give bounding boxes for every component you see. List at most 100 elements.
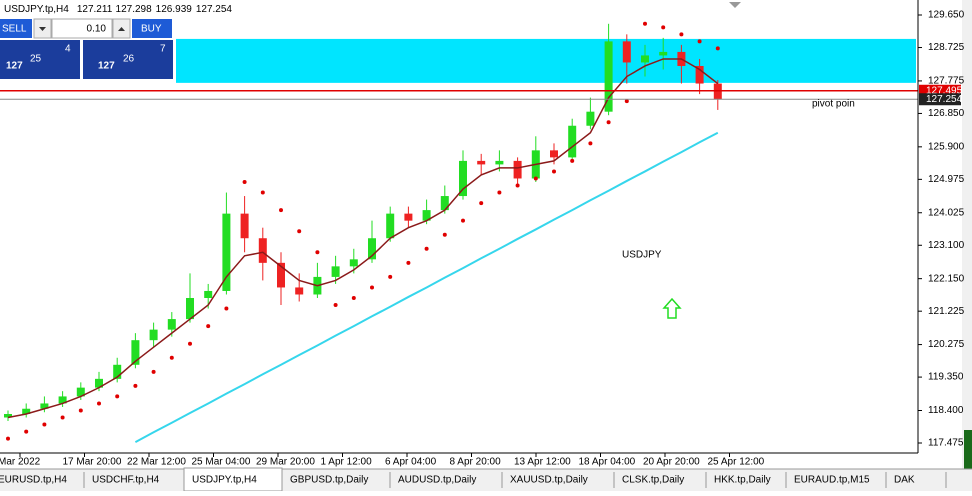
symbol-note: USDJPY	[622, 250, 662, 261]
candle-body	[240, 213, 249, 239]
price-mid: 25	[30, 54, 42, 65]
sar-dot	[606, 120, 611, 125]
x-tick-label: 8 Apr 20:00	[450, 457, 502, 468]
y-tick-label: 129.650	[928, 10, 965, 21]
sar-dot	[442, 232, 447, 237]
tab-label[interactable]: AUDUSD.tp,Daily	[398, 475, 476, 486]
symbol-info: USDJPY.tp,H4 127.211 127.298 126.939 127.254	[4, 4, 232, 15]
up-arrow-icon	[662, 297, 682, 319]
sar-dot	[552, 169, 556, 174]
candle-body	[695, 65, 704, 84]
candle-body	[58, 396, 67, 404]
sar-dot	[461, 218, 465, 223]
y-tick-label: 126.850	[928, 108, 965, 119]
candle-body	[40, 403, 49, 409]
fast-ma	[7, 58, 719, 419]
tab-label[interactable]: DAK	[894, 475, 915, 486]
candle-body	[641, 55, 649, 63]
sar-dot	[78, 408, 83, 413]
pivot-note: pivot poin	[812, 99, 855, 110]
sar-dot	[370, 285, 374, 290]
sell-price-box[interactable]	[0, 40, 80, 79]
tab-label[interactable]: GBPUSD.tp,Daily	[290, 475, 368, 486]
sar-dot	[315, 250, 320, 255]
candle-body	[550, 150, 558, 158]
candle-body	[258, 238, 267, 263]
candle-body	[4, 414, 12, 418]
x-tick-label: Mar 2022	[0, 457, 41, 468]
tab-label[interactable]: HKK.tp,Daily	[714, 475, 771, 486]
tab-label[interactable]: USDJPY.tp,H4	[192, 475, 257, 486]
y-tick-label: 127.775	[928, 76, 965, 87]
y-tick-label: 123.100	[928, 240, 965, 251]
candle-body	[295, 287, 304, 295]
candle-body	[404, 213, 413, 221]
symbol: USDJPY.tp,H4	[4, 4, 69, 15]
buy-price-box[interactable]	[83, 40, 173, 79]
x-tick-label: 29 Mar 20:00	[256, 457, 315, 468]
candle-body	[222, 213, 231, 291]
y-tick-label: 124.975	[928, 174, 965, 185]
sar-dot	[624, 99, 629, 104]
y-tick-label: 121.225	[928, 306, 965, 317]
sar-dot	[260, 190, 265, 195]
candle-body	[186, 297, 194, 320]
sar-dot	[6, 436, 10, 441]
sar-dot	[515, 183, 520, 188]
tab-label[interactable]: EURAUD.tp,M15	[794, 475, 870, 486]
sar-dot	[661, 25, 666, 30]
sar-dot	[242, 179, 247, 184]
tab-label[interactable]: EURUSD.tp,H4	[0, 475, 67, 486]
sar-dot	[24, 429, 29, 434]
sar-dot	[297, 229, 302, 234]
up-arrow	[118, 27, 125, 31]
one-click-panel: SELL 0.10 BUY 127 25 4 127 26 7	[0, 18, 173, 79]
lot-field[interactable]	[51, 18, 113, 39]
tab-label[interactable]: XAUUSD.tp,Daily	[510, 475, 588, 486]
candle-body	[477, 160, 486, 165]
y-tick-label: 120.275	[928, 339, 965, 350]
x-tick-label: 17 Mar 20:00	[63, 457, 122, 468]
slow-ma	[134, 131, 719, 444]
candle-body	[22, 408, 31, 415]
tab-label[interactable]: CLSK.tp,Daily	[622, 475, 684, 486]
resistance-zone	[176, 38, 916, 83]
sar-dot	[133, 383, 138, 388]
price-small: 7	[160, 44, 166, 55]
sar-dot	[479, 201, 484, 206]
candle-body	[513, 160, 522, 179]
candle-body	[568, 125, 577, 158]
candle-body	[331, 266, 340, 277]
open: 127.211	[77, 4, 113, 15]
candle-body	[95, 378, 103, 388]
candle-body	[659, 51, 668, 56]
sar-dot	[42, 422, 47, 427]
candle-body	[167, 319, 176, 330]
sell-button[interactable]	[0, 19, 32, 38]
x-tick-label: 1 Apr 12:00	[321, 457, 373, 468]
sar-dot	[588, 141, 593, 146]
price-big: 127	[98, 61, 115, 72]
sar-dot	[570, 158, 575, 163]
sar-dot	[497, 190, 502, 195]
sar-dot	[115, 394, 120, 399]
candle-body	[622, 41, 631, 63]
buy-button[interactable]	[132, 19, 172, 38]
sar-dot	[351, 295, 356, 300]
sar-dot	[643, 21, 647, 26]
y-tick-label: 119.350	[928, 372, 964, 383]
sar-dot	[60, 415, 65, 420]
candle-body	[422, 210, 431, 221]
tab-label[interactable]: USDCHF.tp,H4	[92, 475, 160, 486]
close: 127.254	[196, 4, 233, 15]
candle-body	[604, 41, 613, 112]
sar-dot	[188, 341, 192, 346]
sell-label: SELL	[2, 24, 27, 35]
sar-dot	[697, 39, 702, 44]
candle-body	[149, 329, 158, 341]
x-tick-label: 25 Mar 04:00	[192, 457, 251, 468]
y-tick-label: 117.475	[928, 438, 964, 449]
shift-marker	[729, 2, 741, 8]
